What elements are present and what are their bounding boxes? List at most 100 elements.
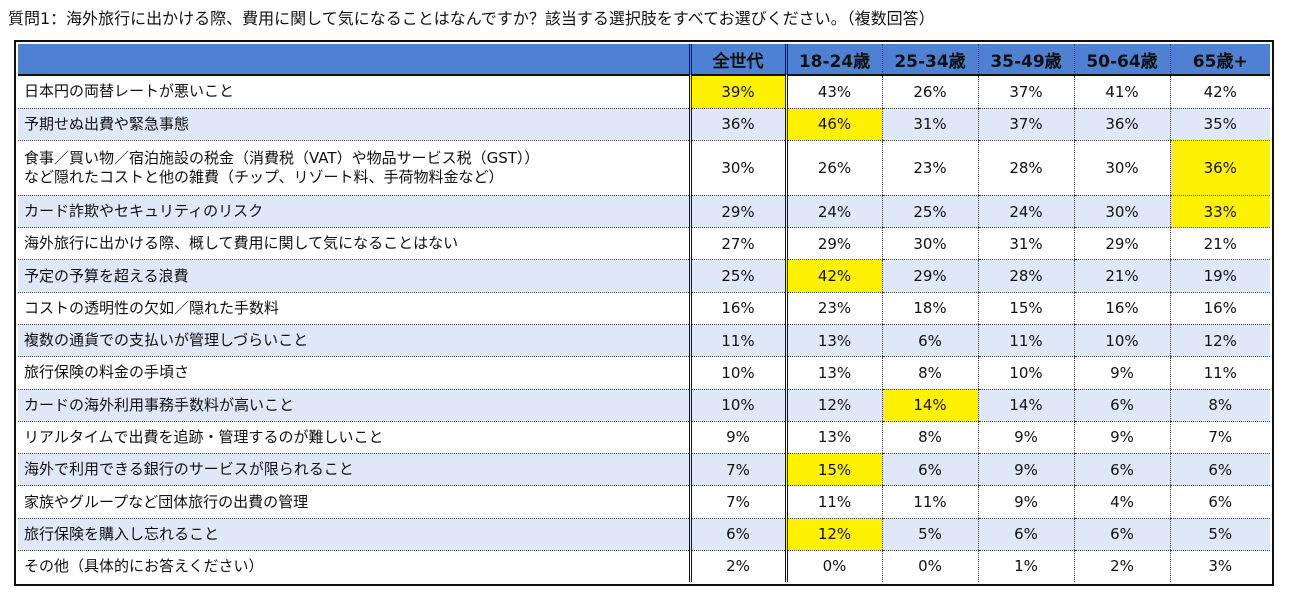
- table-row: その他（具体的にお答えください） 2% 0% 0% 1% 2% 3%: [18, 550, 1270, 582]
- header-all-generations: 全世代: [688, 44, 788, 76]
- value-cell: 36%: [1073, 108, 1170, 141]
- value-cell: 11%: [785, 485, 882, 519]
- table-row: 旅行保険を購入し忘れること 6% 12% 5% 6% 6% 5%: [18, 518, 1270, 551]
- highlighted-value-cell: 33%: [1169, 195, 1270, 229]
- table-row: 予定の予算を超える浪費 25% 42% 29% 28% 21% 19%: [18, 259, 1270, 293]
- value-cell: 19%: [1169, 259, 1270, 293]
- value-cell: 35%: [1169, 108, 1270, 141]
- value-cell: 27%: [688, 227, 788, 261]
- table-row: 海外で利用できる銀行のサービスが限られること 7% 15% 6% 9% 6% 6%: [18, 453, 1270, 487]
- row-label: 海外で利用できる銀行のサービスが限られること: [18, 453, 690, 487]
- value-cell: 37%: [977, 75, 1074, 109]
- value-cell: 15%: [977, 292, 1074, 325]
- row-label: その他（具体的にお答えください）: [24, 556, 264, 575]
- value-cell: 25%: [881, 195, 978, 229]
- header-age-18-24: 18-24歳: [785, 44, 882, 76]
- value-cell: 23%: [881, 140, 978, 196]
- table-row: 食事／買い物／宿泊施設の税金（消費税（VAT）や物品サービス税（GST）） など隠…: [18, 140, 1270, 196]
- value-cell: 28%: [977, 140, 1074, 196]
- value-cell: 31%: [881, 108, 978, 141]
- table-row: コストの透明性の欠如／隠れた手数料 16% 23% 18% 15% 16% 16%: [18, 292, 1270, 325]
- value-cell: 13%: [785, 324, 882, 358]
- value-cell: 11%: [977, 324, 1074, 358]
- highlighted-value-cell: 42%: [785, 259, 882, 293]
- value-cell: 24%: [785, 195, 882, 229]
- row-label: コストの透明性の欠如／隠れた手数料: [18, 292, 690, 325]
- value-cell: 6%: [977, 518, 1074, 551]
- highlighted-value-cell: 15%: [785, 453, 882, 487]
- highlighted-value-cell: 12%: [785, 518, 882, 551]
- row-label: 旅行保険の料金の手頃さ: [18, 356, 690, 390]
- value-cell: 11%: [881, 485, 978, 519]
- header-age-50-64: 50-64歳: [1073, 44, 1170, 76]
- value-cell: 26%: [881, 75, 978, 109]
- row-label: 食事／買い物／宿泊施設の税金（消費税（VAT）や物品サービス税（GST）） など隠…: [18, 140, 690, 196]
- table-body: 日本円の両替レートが悪いこと 39% 43% 26% 37% 41% 42% 予期せぬ出費や緊…: [18, 75, 1270, 582]
- value-cell: 10%: [1073, 324, 1170, 358]
- highlighted-value-cell: 36%: [1169, 140, 1270, 196]
- value-cell: 18%: [881, 292, 978, 325]
- value-cell: 29%: [1073, 227, 1170, 261]
- row-label: 日本円の両替レートが悪いこと: [18, 75, 690, 109]
- value-cell: 9%: [1073, 421, 1170, 455]
- value-cell: 30%: [1073, 195, 1170, 229]
- header-age-65-plus: 65歳+: [1169, 44, 1270, 76]
- value-cell: 30%: [688, 140, 788, 196]
- value-cell: 1%: [977, 550, 1074, 582]
- value-cell: 10%: [688, 356, 788, 390]
- highlighted-value-cell: 39%: [688, 75, 788, 109]
- table-row: 予期せぬ出費や緊急事態 36% 46% 31% 37% 36% 35%: [18, 108, 1270, 141]
- value-cell: 23%: [785, 292, 882, 325]
- value-cell: 24%: [977, 195, 1074, 229]
- value-cell: 16%: [1073, 292, 1170, 325]
- value-cell: 12%: [1169, 324, 1270, 358]
- table-row: リアルタイムで出費を追跡・管理するのが難しいこと 9% 13% 8% 9% 9% 7%: [18, 421, 1270, 455]
- value-cell: 11%: [1169, 356, 1270, 390]
- value-cell: 9%: [977, 453, 1074, 487]
- value-cell: 9%: [688, 421, 788, 455]
- value-cell: 8%: [1169, 389, 1270, 422]
- value-cell: 6%: [1073, 453, 1170, 487]
- value-cell: 14%: [977, 389, 1074, 422]
- row-label: 旅行保険を購入し忘れること: [18, 518, 690, 551]
- value-cell: 5%: [881, 518, 978, 551]
- row-label: リアルタイムで出費を追跡・管理するのが難しいこと: [18, 421, 690, 455]
- row-label: 複数の通貨での支払いが管理しづらいこと: [18, 324, 690, 358]
- table-row: カード詐欺やセキュリティのリスク 29% 24% 25% 24% 30% 33%: [18, 195, 1270, 229]
- value-cell: 31%: [977, 227, 1074, 261]
- value-cell: 29%: [881, 259, 978, 293]
- value-cell: 6%: [1169, 485, 1270, 519]
- value-cell: 7%: [1169, 421, 1270, 455]
- value-cell: 43%: [785, 75, 882, 109]
- value-cell: 26%: [785, 140, 882, 196]
- value-cell: 4%: [1073, 485, 1170, 519]
- value-cell: 6%: [1169, 453, 1270, 487]
- value-cell: 30%: [1073, 140, 1170, 196]
- table-row: 海外旅行に出かける際、概して費用に関して気になることはない 27% 29% 30% 31…: [18, 227, 1270, 261]
- value-cell: 10%: [977, 356, 1074, 390]
- value-cell: 29%: [688, 195, 788, 229]
- value-cell: 12%: [785, 389, 882, 422]
- row-label: 予期せぬ出費や緊急事態: [18, 108, 690, 141]
- value-cell: 3%: [1169, 550, 1270, 582]
- value-cell: 21%: [1073, 259, 1170, 293]
- value-cell: 8%: [881, 421, 978, 455]
- row-label: 予定の予算を超える浪費: [18, 259, 690, 293]
- value-cell: 5%: [1169, 518, 1270, 551]
- row-label: 家族やグループなど団体旅行の出費の管理: [18, 485, 690, 519]
- value-cell: 10%: [688, 389, 788, 422]
- value-cell: 7%: [688, 453, 788, 487]
- value-cell: 21%: [1169, 227, 1270, 261]
- value-cell: 2%: [1073, 550, 1170, 582]
- value-cell: 0%: [785, 550, 882, 582]
- row-label: 海外旅行に出かける際、概して費用に関して気になることはない: [18, 227, 690, 261]
- value-cell: 0%: [881, 550, 978, 582]
- value-cell: 9%: [977, 485, 1074, 519]
- header-row: 全世代 18-24歳 25-34歳 35-49歳 50-64歳 65歳+: [18, 44, 1270, 76]
- table-row: 家族やグループなど団体旅行の出費の管理 7% 11% 11% 9% 4% 6%: [18, 485, 1270, 519]
- header-label-cell: [18, 44, 690, 76]
- value-cell: 41%: [1073, 75, 1170, 109]
- value-cell: 28%: [977, 259, 1074, 293]
- table-row: 複数の通貨での支払いが管理しづらいこと 11% 13% 6% 11% 10% 12%: [18, 324, 1270, 358]
- survey-table-frame: 全世代 18-24歳 25-34歳 35-49歳 50-64歳 65歳+ 日本円…: [14, 40, 1274, 586]
